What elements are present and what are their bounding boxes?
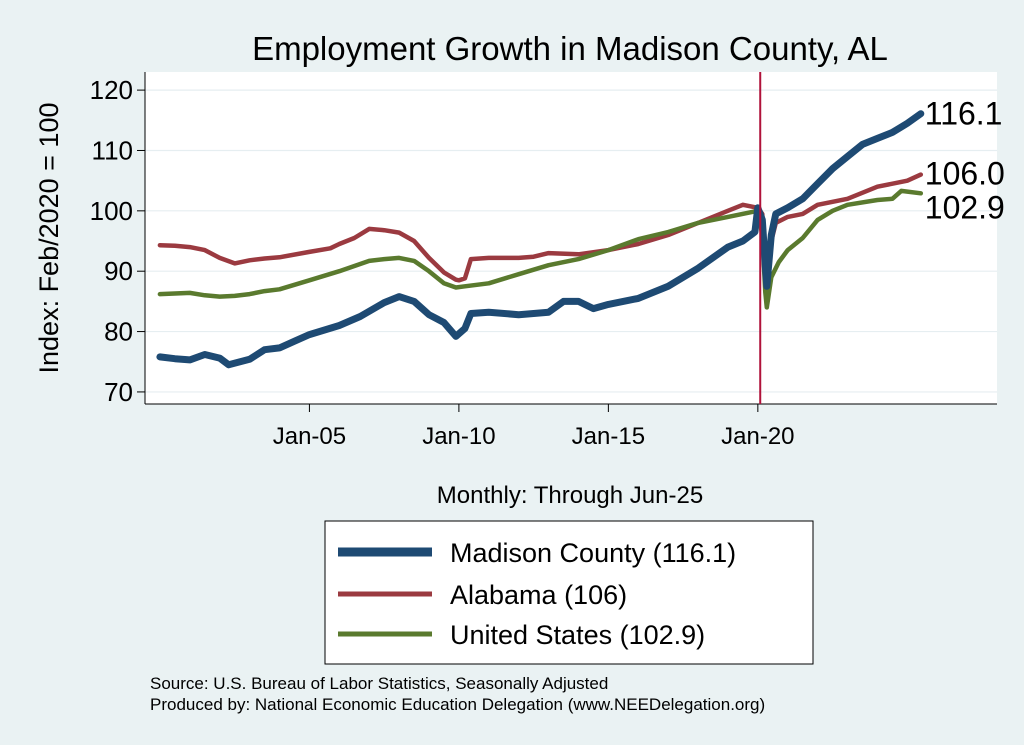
x-axis: Jan-05 Jan-10 Jan-15 Jan-20: [273, 404, 795, 450]
series-lines: [156, 110, 925, 369]
y-tick-label: 80: [104, 317, 133, 347]
plot-area: [145, 72, 997, 404]
series-line-alabama: [157, 172, 924, 289]
y-tick-label: 70: [104, 377, 133, 407]
y-tick-label: 120: [90, 75, 133, 105]
end-label-united_states: 102.9: [925, 189, 1005, 225]
y-axis-label: Index: Feb/2020 = 100: [34, 103, 64, 374]
y-tick-label: 90: [104, 256, 133, 286]
series-line-madison: [156, 110, 925, 369]
y-axis: 70 80 90 100 110 120: [90, 75, 145, 407]
legend-label-us: United States (102.9): [450, 620, 705, 650]
legend: Madison County (116.1) Alabama (106) Uni…: [324, 520, 814, 665]
legend-label-alabama: Alabama (106): [450, 580, 627, 610]
end-label-alabama: 106.0: [925, 156, 1005, 192]
x-tick-label: Jan-10: [422, 423, 495, 450]
y-tick-label: 100: [90, 196, 133, 226]
chart-title: Employment Growth in Madison County, AL: [252, 30, 888, 67]
series-line-united_states: [157, 188, 924, 310]
x-tick-label: Jan-20: [721, 423, 794, 450]
y-tick-label: 110: [92, 135, 133, 165]
legend-label-madison: Madison County (116.1): [450, 538, 736, 568]
end-label-madison: 116.1: [925, 96, 1003, 132]
source-note: Source: U.S. Bureau of Labor Statistics,…: [150, 674, 608, 693]
x-axis-label: Monthly: Through Jun-25: [437, 482, 703, 509]
x-tick-label: Jan-15: [572, 423, 645, 450]
gridlines: [145, 89, 997, 393]
x-tick-label: Jan-05: [273, 423, 346, 450]
producer-note: Produced by: National Economic Education…: [150, 695, 765, 714]
